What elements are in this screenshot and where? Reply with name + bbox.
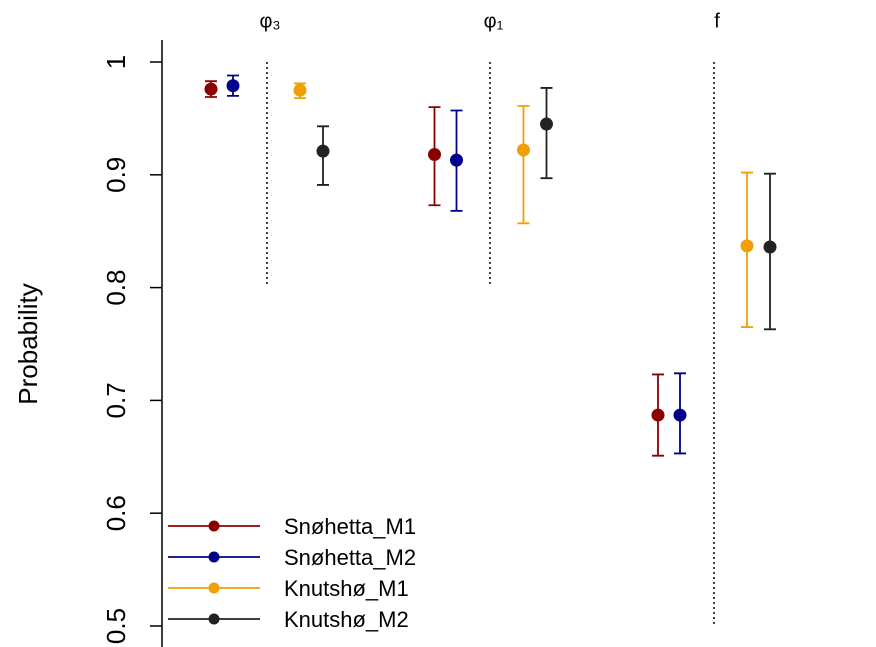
y-tick-label: 0.7 [101, 382, 131, 418]
y-tick-label: 0.5 [101, 608, 131, 644]
point [540, 117, 553, 131]
point [673, 408, 687, 422]
y-tick-label: 1 [101, 55, 131, 69]
legend-label: Snøhetta_M1 [284, 514, 416, 539]
group-label: φ₁ [484, 10, 504, 32]
y-axis-label: Probability [13, 283, 43, 404]
point [226, 79, 240, 93]
point [293, 83, 307, 97]
point [763, 240, 777, 254]
group-label: φ₃ [259, 10, 280, 32]
point [316, 144, 330, 158]
group-label: f [714, 10, 720, 32]
point [450, 153, 463, 167]
legend-marker [208, 582, 220, 594]
y-tick-label: 0.8 [101, 270, 131, 306]
error-bar [517, 105, 530, 225]
legend-marker [208, 613, 220, 625]
legend-marker [208, 520, 220, 532]
legend-label: Knutshø_M1 [284, 576, 409, 601]
legend-label: Snøhetta_M2 [284, 545, 416, 570]
error-bar [540, 87, 553, 180]
point [428, 147, 441, 161]
y-tick-label: 0.9 [101, 157, 131, 193]
y-tick-label: 0.6 [101, 495, 131, 531]
point [651, 408, 665, 422]
legend-label: Knutshø_M2 [284, 607, 409, 632]
point [204, 82, 218, 96]
point [517, 143, 530, 157]
point [740, 239, 754, 253]
legend-marker [208, 551, 220, 563]
